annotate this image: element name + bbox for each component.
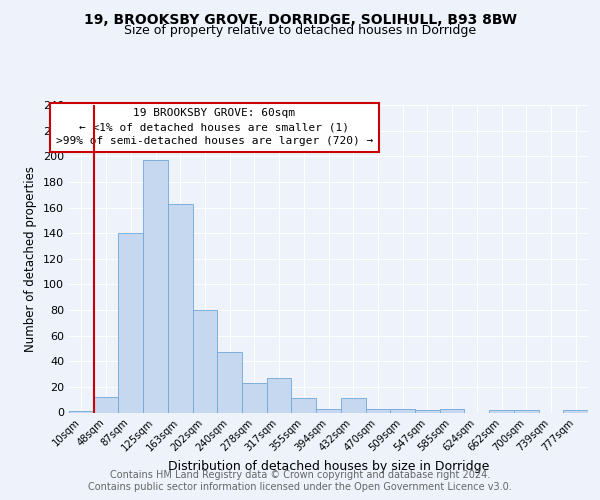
Bar [292,398,316,412]
Text: Size of property relative to detached houses in Dorridge: Size of property relative to detached ho… [124,24,476,37]
Bar [440,408,464,412]
Bar [168,204,193,412]
Bar [316,408,341,412]
Text: 19 BROOKSBY GROVE: 60sqm
← <1% of detached houses are smaller (1)
>99% of semi-d: 19 BROOKSBY GROVE: 60sqm ← <1% of detach… [56,108,373,146]
Bar [514,410,539,412]
Y-axis label: Number of detached properties: Number of detached properties [25,166,37,352]
X-axis label: Distribution of detached houses by size in Dorridge: Distribution of detached houses by size … [168,460,489,473]
Bar [69,411,94,412]
Bar [193,310,217,412]
Bar [563,410,588,412]
Text: Contains public sector information licensed under the Open Government Licence v3: Contains public sector information licen… [88,482,512,492]
Bar [267,378,292,412]
Bar [217,352,242,412]
Text: Contains HM Land Registry data © Crown copyright and database right 2024.: Contains HM Land Registry data © Crown c… [110,470,490,480]
Bar [341,398,365,412]
Bar [143,160,168,412]
Bar [118,233,143,412]
Bar [390,408,415,412]
Bar [242,383,267,412]
Bar [489,410,514,412]
Text: 19, BROOKSBY GROVE, DORRIDGE, SOLIHULL, B93 8BW: 19, BROOKSBY GROVE, DORRIDGE, SOLIHULL, … [83,12,517,26]
Bar [365,408,390,412]
Bar [94,397,118,412]
Bar [415,410,440,412]
